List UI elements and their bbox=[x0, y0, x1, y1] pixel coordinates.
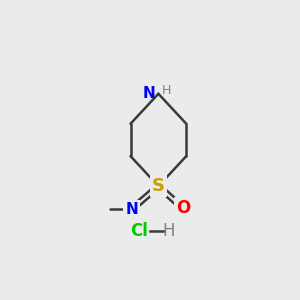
Text: N: N bbox=[125, 202, 138, 217]
Text: S: S bbox=[152, 177, 165, 195]
Text: N: N bbox=[142, 86, 155, 101]
Text: H: H bbox=[163, 222, 175, 240]
Text: O: O bbox=[176, 199, 190, 217]
Text: H: H bbox=[162, 85, 171, 98]
Text: Cl: Cl bbox=[130, 222, 148, 240]
